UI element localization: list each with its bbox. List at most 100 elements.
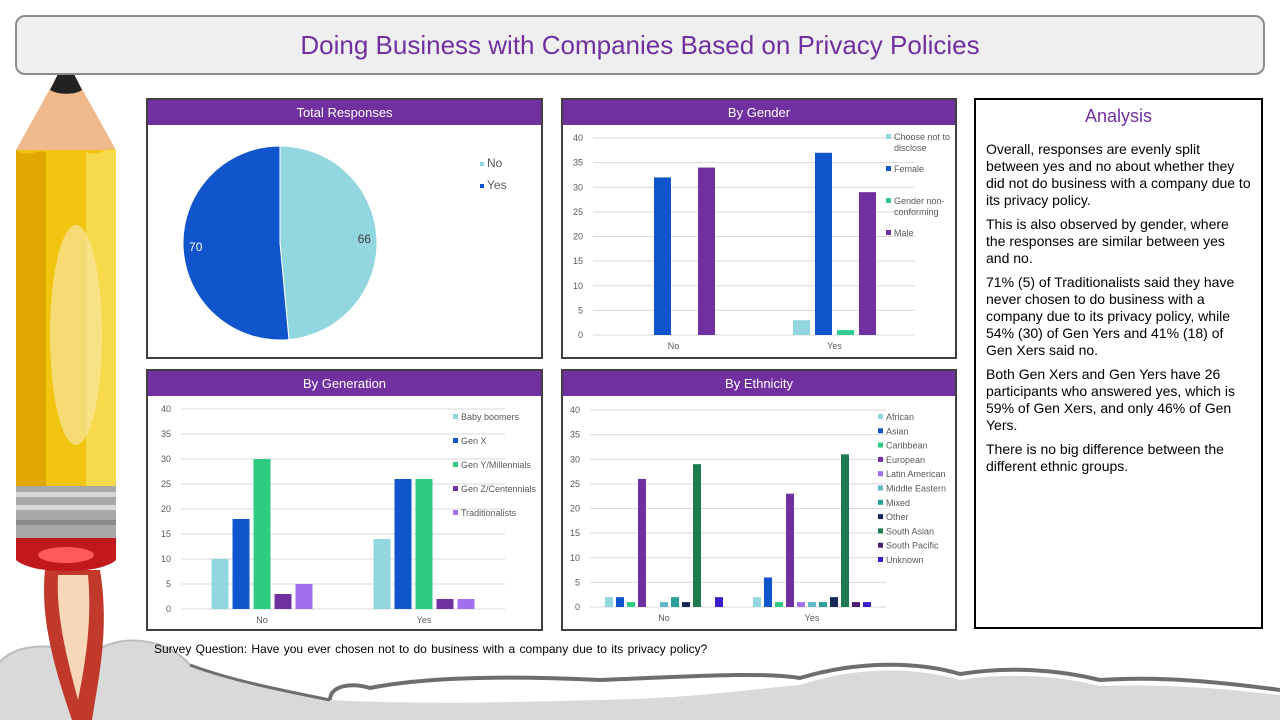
legend-label-mixed: Mixed [886, 498, 910, 508]
bar-yes-traditionalists [457, 599, 475, 609]
bar-yes-south-pacific [852, 602, 860, 607]
analysis-paragraph: Overall, responses are evenly split betw… [986, 141, 1251, 208]
legend-swatch-no [480, 162, 484, 166]
legend-swatch-other [878, 514, 883, 520]
y-tick-label: 25 [161, 479, 171, 489]
bar-yes-male [859, 192, 876, 335]
y-tick-label: 15 [161, 529, 171, 539]
legend-label-gen-z-centennials: Gen Z/Centennials [461, 484, 537, 494]
bar-yes-gen-y-millennials [415, 479, 433, 609]
bar-no-other [682, 602, 690, 607]
bar-yes-gender-non-conforming [837, 330, 854, 335]
legend-label-european: European [886, 455, 925, 465]
analysis-paragraph: This is also observed by gender, where t… [986, 216, 1229, 266]
bar-yes-latin-american [797, 602, 805, 607]
legend-label-yes: Yes [487, 178, 507, 192]
legend-label-asian: Asian [886, 426, 909, 436]
bar-no-gen-x [232, 519, 250, 609]
x-tick-label: No [658, 613, 670, 623]
x-tick-label: No [668, 341, 680, 351]
y-tick-label: 25 [570, 479, 580, 489]
legend-swatch-choose-not-to-disclose [886, 134, 891, 139]
panel-title: Total Responses [148, 100, 541, 125]
legend-swatch-yes [480, 184, 484, 188]
y-tick-label: 15 [573, 256, 583, 266]
y-tick-label: 40 [161, 404, 171, 414]
legend-label-gender-non-conforming: Gender non-conforming [894, 196, 945, 217]
bar-yes-mixed [819, 602, 827, 607]
legend-label-other: Other [886, 512, 909, 522]
legend-swatch-gen-x [453, 438, 458, 443]
legend-label-choose-not-to-disclose: Choose not to disclose [894, 132, 950, 153]
bar-no-male [698, 167, 715, 335]
bar-no-gen-y-millennials [253, 459, 271, 609]
y-tick-label: 20 [161, 504, 171, 514]
legend-label-baby-boomers: Baby boomers [461, 412, 520, 422]
bar-no-mixed [671, 597, 679, 607]
pie-legend: No Yes [480, 156, 507, 192]
panel-title: By Generation [148, 371, 541, 396]
analysis-paragraph: Both Gen Xers and Gen Yers have 26 parti… [986, 366, 1236, 433]
pie-chart: 66 70 No Yes [182, 145, 507, 341]
title-bar: Doing Business with Companies Based on P… [15, 15, 1265, 75]
legend-swatch-gender-non-conforming [886, 198, 891, 203]
bar-no-baby-boomers [211, 559, 229, 609]
y-tick-label: 40 [570, 405, 580, 415]
legend-swatch-european [878, 456, 883, 462]
panel-by-ethnicity: By Ethnicity 0 5 10 15 20 25 30 35 40 No Yes Africa… [561, 369, 957, 631]
legend-swatch-caribbean [878, 442, 883, 448]
panel-by-gender: By Gender 0 5 10 15 20 25 30 35 40 No Yes Choose no… [561, 98, 957, 359]
legend-swatch-middle-eastern [878, 485, 883, 491]
bar-no-caribbean [627, 602, 635, 607]
bar-no-middle-eastern [660, 602, 668, 607]
legend-label-male: Male [894, 228, 914, 238]
bar-yes-caribbean [775, 602, 783, 607]
panel-total-responses: Total Responses 66 70 No Yes [146, 98, 543, 359]
survey-question: Survey Question: Have you ever chosen no… [154, 642, 708, 656]
x-tick-label: Yes [417, 615, 432, 625]
y-tick-label: 35 [161, 429, 171, 439]
y-tick-label: 15 [570, 528, 580, 538]
y-tick-label: 5 [575, 577, 580, 587]
legend-label-south-pacific: South Pacific [886, 541, 939, 551]
gender-bar-chart: 0 5 10 15 20 25 30 35 40 No Yes Choose not to disclo… [573, 132, 950, 351]
ethnicity-bar-chart: 0 5 10 15 20 25 30 35 40 No Yes African Asian Caribbe… [570, 405, 946, 623]
bar-yes-gen-z-centennials [436, 599, 454, 609]
bar-no-european [638, 478, 646, 607]
bar-no-south-asian [693, 464, 701, 607]
legend-label-latin-american: Latin American [886, 469, 946, 479]
pie-data-label-yes: 70 [189, 240, 203, 254]
legend-label-female: Female [894, 164, 924, 174]
legend-swatch-unknown [878, 557, 883, 562]
legend-swatch-female [886, 166, 891, 171]
panel-by-generation: By Generation 0 5 10 15 20 25 30 35 40 No Yes Baby … [146, 369, 543, 631]
bar-no-female [654, 177, 671, 335]
legend-swatch-baby-boomers [453, 414, 458, 419]
legend-swatch-mixed [878, 499, 883, 505]
panel-title: By Gender [563, 100, 955, 125]
legend-label-traditionalists: Traditionalists [461, 508, 517, 518]
y-tick-label: 10 [161, 554, 171, 564]
legend-swatch-south-asian [878, 528, 883, 534]
bar-yes-unknown [863, 602, 871, 607]
y-tick-label: 30 [161, 454, 171, 464]
legend-label-south-asian: South Asian [886, 526, 934, 536]
bar-yes-female [815, 152, 832, 335]
analysis-paragraph: 71% (5) of Traditionalists said they hav… [986, 274, 1235, 358]
y-tick-label: 35 [570, 430, 580, 440]
pie-data-label-no: 66 [358, 232, 372, 246]
bar-yes-choose-not-to-disclose [793, 320, 810, 335]
bar-no-unknown [715, 597, 723, 607]
pencil-rocket [16, 58, 116, 720]
legend-swatch-traditionalists [453, 510, 458, 515]
bar-yes-european [786, 493, 794, 607]
y-tick-label: 10 [570, 553, 580, 563]
legend-label-unknown: Unknown [886, 555, 924, 565]
y-tick-label: 0 [166, 604, 171, 614]
legend-label-gen-x: Gen X [461, 436, 487, 446]
legend-label-middle-eastern: Middle Eastern [886, 484, 946, 494]
y-tick-label: 5 [166, 579, 171, 589]
analysis-heading: Analysis [1084, 106, 1153, 126]
analysis-paragraph: There is no big difference between the d… [986, 441, 1224, 474]
